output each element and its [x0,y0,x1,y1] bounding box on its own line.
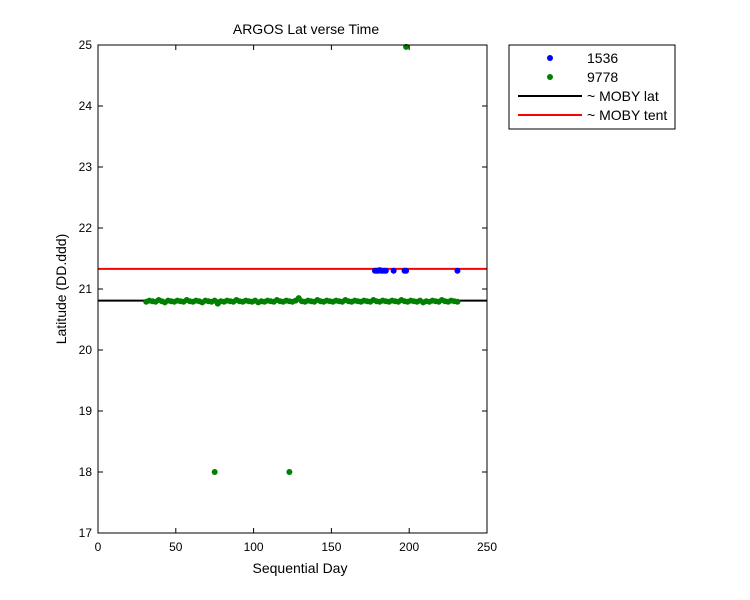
legend-label-0: 1536 [587,50,618,66]
series-0-point [382,267,389,274]
y-tick-label: 20 [79,343,93,357]
ticks-layer: 0 50 100 150 200 250 17 18 19 20 21 22 23 24 25 [79,38,498,554]
y-tick-label: 18 [79,465,93,479]
y-tick-label: 24 [79,99,93,113]
y-tick-label: 25 [79,38,93,52]
y-tick-label: 23 [79,160,93,174]
x-tick-label: 50 [169,540,183,554]
y-tick-label: 22 [79,221,93,235]
legend-marker-0 [547,55,553,61]
series-1-point [286,469,293,475]
series-0-point [390,267,397,274]
x-tick-label: 250 [477,540,497,554]
y-axis-label: Latitude (DD.ddd) [53,234,69,345]
x-tick-label: 150 [321,540,341,554]
y-tick-label: 21 [79,282,93,296]
y-tick-label: 17 [79,526,93,540]
legend-label-2: ~ MOBY lat [587,88,659,104]
plot-area: 0 50 100 150 200 250 17 18 19 20 21 22 23 24 25 [79,38,498,554]
legend-label-3: ~ MOBY tent [587,107,667,123]
y-tick-label: 19 [79,404,93,418]
legend-items: 1536 9778 ~ MOBY lat ~ MOBY tent [518,50,667,123]
x-tick-label: 100 [244,540,264,554]
legend: 1536 9778 ~ MOBY lat ~ MOBY tent [508,44,676,130]
x-tick-label: 200 [399,540,419,554]
series-0-point [454,267,461,274]
series-1-point [211,469,218,475]
legend-label-1: 9778 [587,69,618,85]
plot-background [98,45,487,533]
x-axis-label: Sequential Day [253,560,348,576]
chart-title: ARGOS Lat verse Time [233,21,379,37]
legend-marker-1 [547,74,553,80]
x-tick-label: 0 [95,540,102,554]
series-0-point [403,267,410,274]
series-1-point [454,298,461,305]
